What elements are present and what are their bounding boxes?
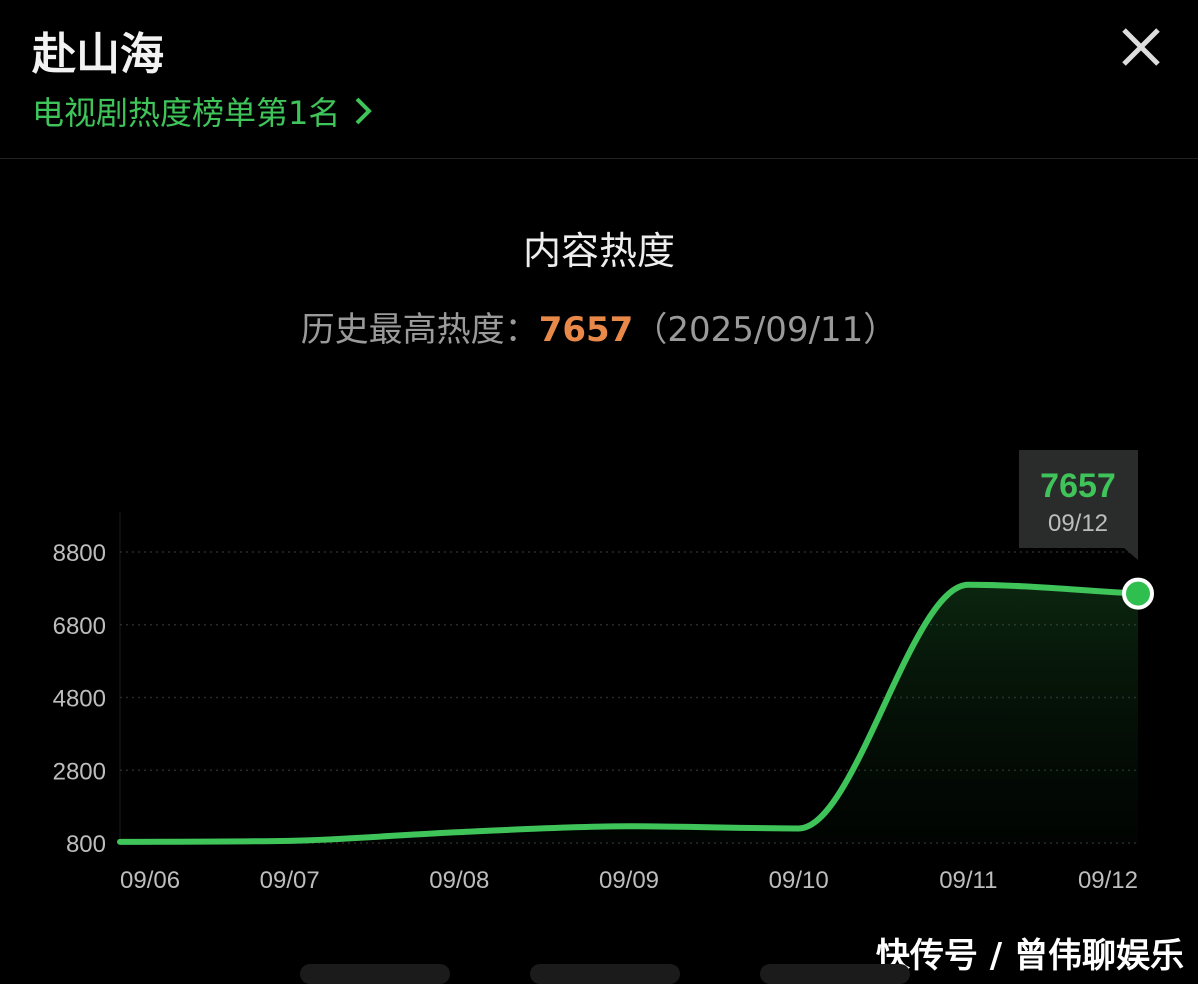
tooltip-box <box>1019 450 1138 548</box>
series-line <box>117 581 1141 845</box>
y-tick-label: 8800 <box>53 540 106 567</box>
y-tick-label: 800 <box>66 831 106 858</box>
series-area <box>120 584 1138 843</box>
rank-link[interactable]: 电视剧热度榜单第1名 <box>32 88 373 134</box>
history-value: 7657 <box>538 310 634 350</box>
x-tick-label: 09/12 <box>1078 867 1138 894</box>
chevron-right-icon <box>355 97 373 125</box>
bottom-button[interactable] <box>760 964 910 984</box>
y-tick-label: 4800 <box>53 686 106 713</box>
rank-label: 电视剧热度榜单第1名 <box>32 94 341 132</box>
history-date: （2025/09/11） <box>633 310 898 350</box>
data-point <box>1122 577 1154 610</box>
close-icon[interactable] <box>1116 22 1166 72</box>
x-tick-label: 09/07 <box>260 867 320 894</box>
bottom-button[interactable] <box>530 964 680 984</box>
y-tick-label: 6800 <box>53 613 106 640</box>
tooltip-pointer <box>1124 548 1138 560</box>
history-high: 历史最高热度：7657（2025/09/11） <box>0 302 1198 351</box>
x-tick-label: 09/09 <box>599 867 659 894</box>
x-tick-label: 09/11 <box>939 867 997 894</box>
show-title: 赴山海 <box>32 29 164 80</box>
x-tick-label: 09/10 <box>769 867 829 894</box>
x-tick-label: 09/06 <box>120 867 180 894</box>
tooltip-date: 09/12 <box>1048 510 1108 537</box>
section-title: 内容热度 <box>522 229 675 273</box>
bottom-button[interactable] <box>300 964 450 984</box>
tooltip-value: 7657 <box>1040 467 1116 505</box>
heat-chart: 800 2800 4800 6800 8800 09/06 09/07 09/08 09/09 0… <box>53 450 1154 894</box>
x-tick-label: 09/08 <box>429 867 489 894</box>
divider <box>0 158 1198 159</box>
watermark: 快传号 / 曾伟聊娱乐 <box>875 936 1184 976</box>
y-tick-label: 2800 <box>53 758 106 785</box>
history-label: 历史最高热度： <box>300 310 539 350</box>
